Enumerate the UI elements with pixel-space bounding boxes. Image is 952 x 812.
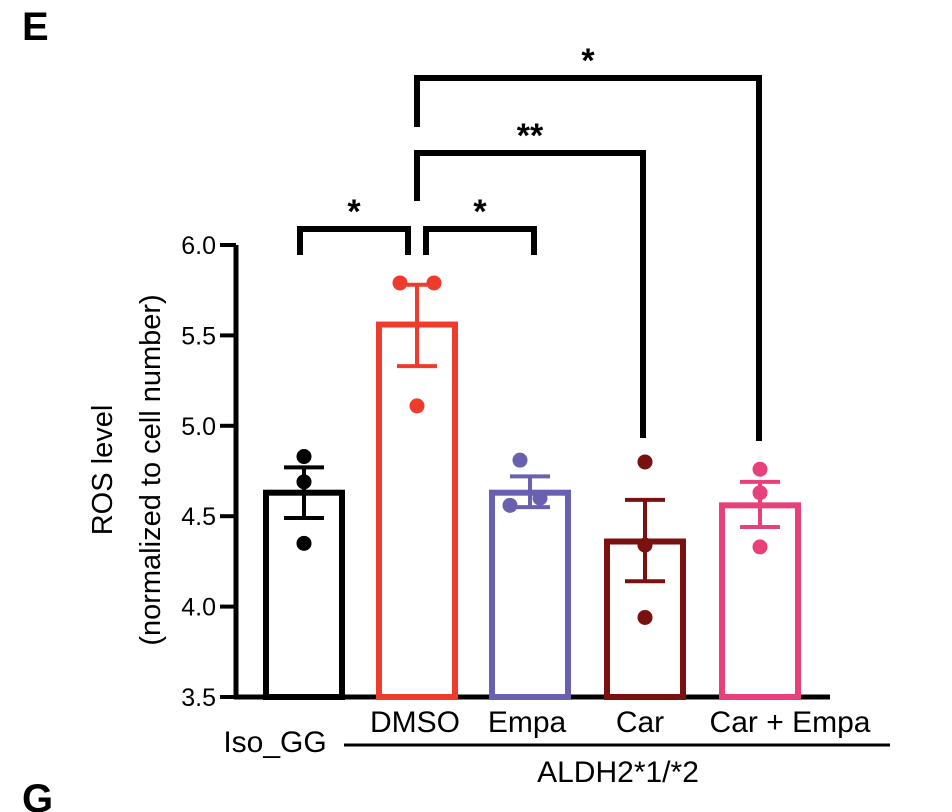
point-3-0 <box>637 454 653 470</box>
point-1-1 <box>426 275 442 291</box>
point-4-0 <box>752 461 768 477</box>
group-label: ALDH2*1/*2 <box>537 756 699 789</box>
point-0-0 <box>296 449 312 465</box>
y-axis-title: ROS level (normalized to cell number) <box>87 294 167 645</box>
panel-letter-g: G <box>22 777 53 812</box>
x-axis-labels: Iso_GG DMSO Empa Car Car + Empa ALDH2*1/*2 <box>223 706 890 789</box>
point-3-1 <box>637 537 653 553</box>
bar-2 <box>489 489 571 701</box>
y-tick-label-1: 4.0 <box>181 594 216 622</box>
y-axis-title-line-2: (normalized to cell number) <box>135 294 167 645</box>
point-1-0 <box>392 275 408 291</box>
bar-1 <box>376 321 458 700</box>
x-tick-label-4: Car + Empa <box>710 706 871 739</box>
x-tick-label-1: DMSO <box>370 706 460 739</box>
bar-0 <box>263 489 345 701</box>
point-1-2 <box>409 398 425 414</box>
significance-label-0: * <box>347 193 361 231</box>
significance-bracket-0 <box>297 226 411 255</box>
point-2-0 <box>512 452 528 468</box>
panel-letter-e: E <box>22 5 49 49</box>
point-3-2 <box>637 609 653 625</box>
significance-label-3: * <box>581 42 595 80</box>
y-tick-label-3: 5.0 <box>181 413 216 441</box>
y-tick-label-0: 3.5 <box>181 684 216 712</box>
significance-label-2: ** <box>517 117 544 155</box>
significance-bracket-1 <box>423 226 537 255</box>
x-tick-label-2: Empa <box>488 706 567 739</box>
significance-bracket-2 <box>414 150 646 438</box>
significance-bracket-3 <box>414 75 762 441</box>
point-0-1 <box>296 474 312 490</box>
y-axis-title-line-1: ROS level <box>87 405 119 536</box>
point-0-2 <box>296 535 312 551</box>
y-tick-label-2: 4.5 <box>181 503 216 531</box>
point-2-1 <box>532 490 548 506</box>
point-2-2 <box>502 497 518 513</box>
x-tick-label-0: Iso_GG <box>223 726 326 759</box>
y-axis: 3.5 4.0 4.5 5.0 5.5 6.0 <box>181 232 830 712</box>
point-4-1 <box>752 485 768 501</box>
significance-label-1: * <box>473 193 487 231</box>
y-tick-label-4: 5.5 <box>181 322 216 350</box>
bars <box>263 275 801 701</box>
y-tick-label-5: 6.0 <box>181 232 216 260</box>
point-4-2 <box>752 539 768 555</box>
significance-brackets: * **** <box>297 42 762 441</box>
bar-4 <box>719 502 801 700</box>
x-tick-label-3: Car <box>616 706 664 739</box>
